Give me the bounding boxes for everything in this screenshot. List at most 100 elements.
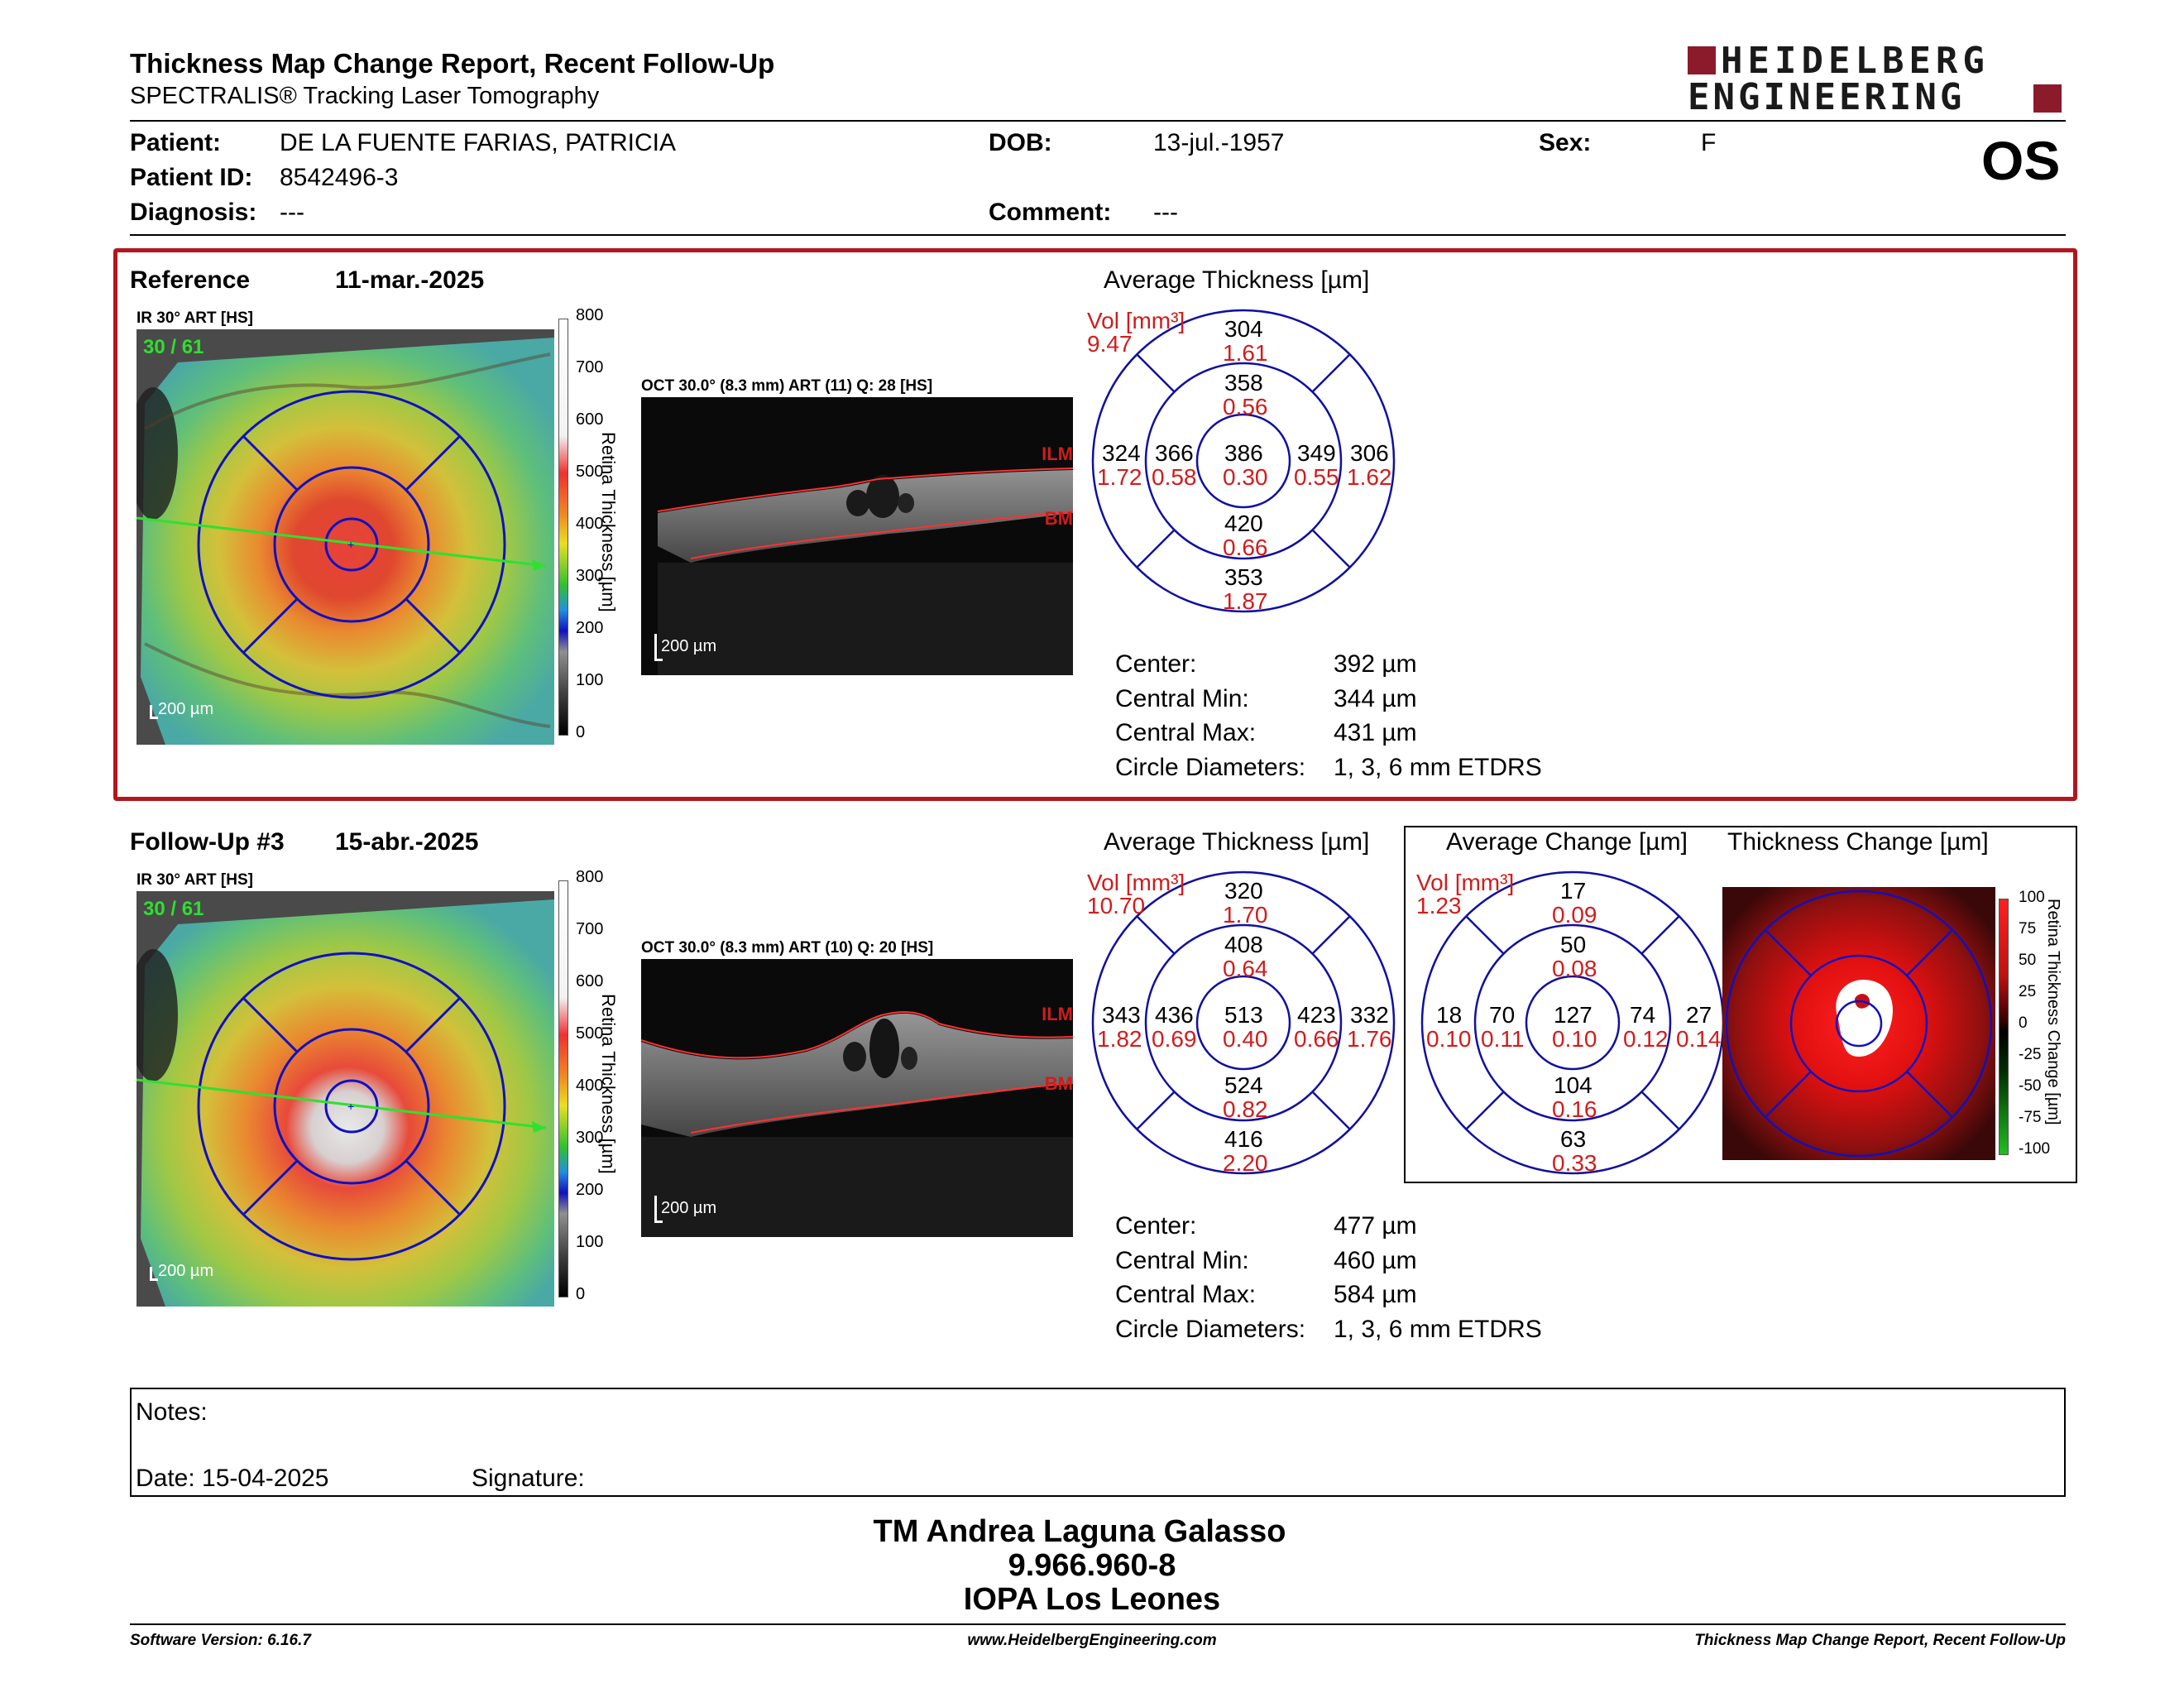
fu-inner-nasal-vol: 0.66: [1294, 1026, 1339, 1052]
fu-inner-inferior: 524: [1224, 1072, 1263, 1098]
fu-inner-temporal: 436: [1155, 1002, 1194, 1028]
ref-ir-scalebar: 200 µm: [158, 700, 214, 718]
fu-outer-superior-vol: 1.70: [1223, 902, 1268, 928]
fu-vol-value: 10.70: [1087, 893, 1146, 918]
ref-fundus-image: + 30 / 61 200 µm: [136, 329, 554, 745]
followup-date: 15-abr.-2025: [335, 828, 479, 856]
chg-center: 127: [1554, 1002, 1592, 1028]
change-frame: [1404, 826, 2077, 1183]
fu-avg-thickness-title: Average Thickness [µm]: [1104, 828, 1370, 856]
notes-box[interactable]: [130, 1388, 2066, 1497]
fu-outer-inferior-vol: 2.20: [1223, 1150, 1268, 1176]
ref-thickness-colorbar: [558, 319, 568, 736]
change-vol-value: 1.23: [1416, 893, 1462, 918]
chg-outer-temporal-vol: 0.10: [1426, 1026, 1472, 1052]
chg-inner-superior: 50: [1560, 932, 1587, 957]
ref-inner-temporal: 366: [1155, 440, 1194, 466]
report-title: Thickness Map Change Report, Recent Foll…: [130, 48, 775, 79]
sex-label: Sex:: [1539, 129, 1592, 156]
ref-stat-center-label: Center:: [1115, 650, 1197, 678]
chg-outer-inferior: 63: [1560, 1126, 1587, 1152]
ref-center: 386: [1224, 440, 1263, 466]
ref-center-vol: 0.30: [1223, 464, 1268, 490]
ref-outer-nasal-vol: 1.62: [1347, 464, 1392, 490]
ref-inner-nasal: 349: [1297, 440, 1336, 466]
ref-etdrs-grid: [1090, 308, 1396, 614]
fu-stat-center-label: Center:: [1115, 1212, 1197, 1240]
ref-stat-min-label: Central Min:: [1115, 685, 1249, 712]
chg-outer-superior-vol: 0.09: [1552, 902, 1597, 928]
chg-outer-superior: 17: [1560, 878, 1587, 904]
chg-inner-nasal-vol: 0.12: [1623, 1026, 1669, 1052]
ref-stat-diam-value: 1, 3, 6 mm ETDRS: [1334, 754, 1542, 781]
fu-inner-superior: 408: [1224, 932, 1263, 957]
fu-thickness-ticks: 800 700 600 500 400 300 200 100 0: [576, 868, 604, 1303]
change-etdrs-grid: [1420, 870, 1726, 1176]
ref-outer-nasal: 306: [1350, 440, 1389, 466]
fu-stat-min-label: Central Min:: [1115, 1247, 1249, 1274]
fu-ir-counter: 30 / 61: [143, 898, 204, 920]
chg-inner-temporal: 70: [1489, 1002, 1516, 1028]
fu-ir-label: IR 30° ART [HS]: [136, 871, 253, 889]
ref-outer-inferior-vol: 1.87: [1223, 588, 1268, 614]
ref-thickness-scale-title: Retina Thickness [µm]: [598, 432, 619, 612]
fu-outer-nasal: 332: [1350, 1002, 1389, 1028]
chg-outer-inferior-vol: 0.33: [1552, 1150, 1597, 1176]
ref-outer-superior-vol: 1.61: [1223, 340, 1268, 366]
fu-vol-label: Vol [mm³]: [1087, 870, 1185, 895]
fu-ir-scalebar: 200 µm: [158, 1262, 214, 1280]
ref-inner-superior-vol: 0.56: [1223, 394, 1268, 420]
software-version: Software Version: 6.16.7: [130, 1632, 311, 1649]
ref-inner-superior: 358: [1224, 370, 1263, 396]
fu-outer-temporal: 343: [1102, 1002, 1141, 1028]
ref-inner-inferior-vol: 0.66: [1223, 535, 1268, 560]
diagnosis-value: ---: [280, 199, 304, 226]
fu-stat-diam-label: Circle Diameters:: [1115, 1316, 1306, 1343]
signer-org: IOPA Los Leones: [963, 1582, 1221, 1617]
fu-oct-image: ILM BM 200 µm: [641, 959, 1073, 1237]
ref-oct-image: ILM BM 200 µm: [641, 397, 1073, 675]
ref-oct-bm: BM: [1044, 508, 1073, 529]
sex-value: F: [1701, 129, 1717, 156]
ref-oct-ilm: ILM: [1042, 444, 1073, 464]
notes-label: Notes:: [136, 1398, 208, 1426]
patient-id: 8542496-3: [280, 164, 399, 191]
fu-center: 513: [1224, 1002, 1263, 1028]
eye-label: OS: [1981, 130, 2061, 191]
fu-inner-nasal: 423: [1297, 1002, 1336, 1028]
ref-oct-scalebar: 200 µm: [661, 637, 717, 655]
fu-stat-center-value: 477 µm: [1334, 1212, 1417, 1240]
comment-label: Comment:: [989, 199, 1112, 226]
fu-stat-max-label: Central Max:: [1115, 1281, 1257, 1308]
ref-ir-counter: 30 / 61: [143, 336, 204, 358]
fu-outer-superior: 320: [1224, 878, 1263, 904]
ref-outer-temporal-vol: 1.72: [1097, 464, 1142, 490]
fu-stat-min-value: 460 µm: [1334, 1247, 1417, 1274]
followup-label: Follow-Up #3: [130, 828, 285, 856]
change-colorbar: [1999, 899, 2009, 1155]
notes-date: Date: 15-04-2025: [136, 1465, 329, 1492]
chg-outer-temporal: 18: [1436, 1002, 1463, 1028]
chg-inner-nasal: 74: [1630, 1002, 1656, 1028]
heidelberg-logo: HEIDELBERG ENGINEERING: [1688, 40, 2068, 118]
fu-outer-inferior: 416: [1224, 1126, 1263, 1152]
fu-oct-bm: BM: [1044, 1073, 1073, 1094]
svg-text:+: +: [347, 1100, 354, 1113]
thickness-change-map: [1722, 887, 1995, 1160]
change-vol-label: Vol [mm³]: [1416, 870, 1515, 895]
ref-outer-temporal: 324: [1102, 440, 1141, 466]
dob-label: DOB:: [989, 129, 1052, 156]
ref-ir-label: IR 30° ART [HS]: [136, 309, 253, 327]
patient-id-label: Patient ID:: [130, 164, 253, 191]
fu-stat-max-value: 584 µm: [1334, 1281, 1417, 1308]
chg-outer-nasal-vol: 0.14: [1676, 1026, 1722, 1052]
ref-inner-temporal-vol: 0.58: [1152, 464, 1197, 490]
footer-url[interactable]: www.HeidelbergEngineering.com: [967, 1632, 1217, 1649]
change-scale-title: Retina Thickness Change [µm]: [2044, 899, 2062, 1125]
ref-vol-label: Vol [mm³]: [1087, 308, 1185, 333]
fu-center-vol: 0.40: [1223, 1026, 1268, 1052]
report-subtitle: SPECTRALIS® Tracking Laser Tomography: [130, 83, 600, 109]
chg-inner-inferior-vol: 0.16: [1552, 1096, 1597, 1122]
fu-oct-label: OCT 30.0° (8.3 mm) ART (10) Q: 20 [HS]: [641, 939, 934, 957]
fu-thickness-colorbar: [558, 880, 568, 1297]
